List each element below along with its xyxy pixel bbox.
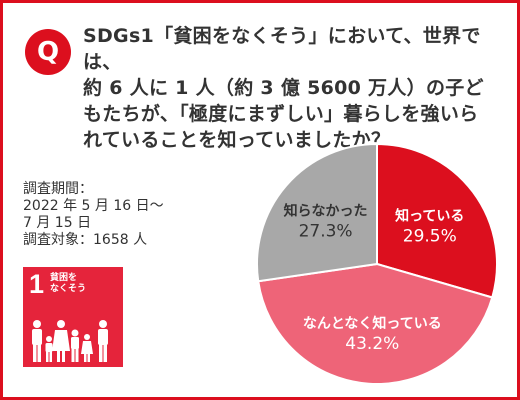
pie-slice-2 (257, 262, 494, 385)
slice-2-value: 43.2% (345, 334, 399, 354)
pie-chart: 知っている 29.5% なんとなく知っている 43.2% 知らなかった 27.3% (256, 143, 498, 385)
sdg-goal-1-logo: 1 貧困を なくそう (23, 267, 123, 367)
slice-2-label: なんとなく知っている (303, 315, 442, 332)
sdg-number: 1 (29, 269, 45, 299)
family-icon (32, 320, 108, 362)
question-text: SDGs1「貧困をなくそう」において、世界では、 約 6 人に 1 人（約 3 … (83, 25, 484, 151)
pie-slice-1 (376, 143, 498, 299)
pie-slice-3 (256, 143, 378, 283)
slice-1-label: 知っている (395, 207, 464, 224)
sdg-title: 貧困を なくそう (50, 273, 87, 294)
question-badge: Q (25, 29, 71, 75)
slice-1-value: 29.5% (403, 226, 457, 246)
slice-3-label: 知らなかった (284, 203, 368, 220)
slice-3-value: 27.3% (299, 222, 353, 242)
survey-info: 調査期間： 2022 年 5 月 16 日〜 7 月 15 日 調査対象：165… (23, 181, 164, 248)
